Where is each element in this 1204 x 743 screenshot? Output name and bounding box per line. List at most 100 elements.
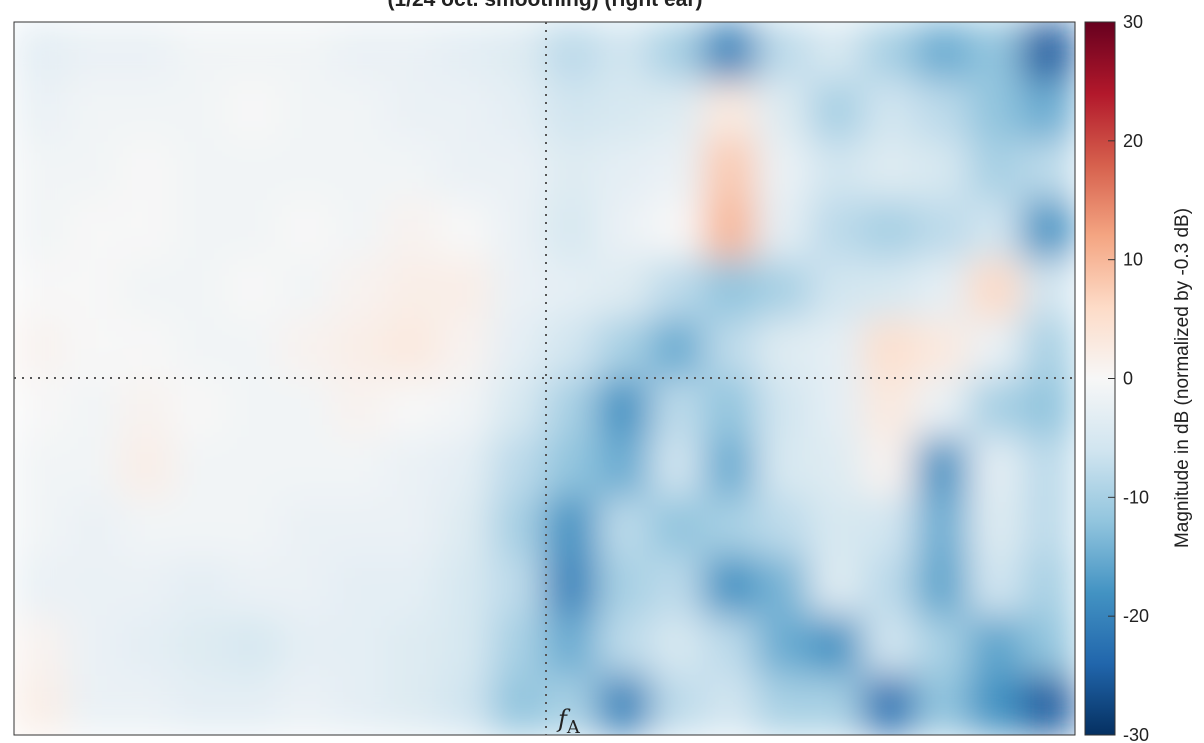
heatmap-cell — [915, 615, 970, 677]
heatmap-cell — [1021, 378, 1075, 439]
heatmap-cell — [119, 80, 174, 142]
heatmap-cell — [915, 22, 970, 82]
heatmap-cell — [968, 318, 1023, 379]
heatmap-cell — [862, 140, 917, 201]
heatmap-cell — [862, 615, 917, 677]
heatmap-cell — [384, 22, 439, 82]
heatmap-cell — [703, 615, 758, 677]
heatmap-cell — [14, 437, 68, 498]
heatmap-cell — [14, 496, 68, 558]
heatmap-cell — [331, 199, 386, 261]
heatmap-cell — [225, 437, 280, 498]
heatmap-cell — [650, 318, 705, 379]
heatmap-cell — [278, 80, 333, 142]
heatmap-cell — [915, 496, 970, 558]
heatmap-cell — [172, 259, 227, 320]
heatmap-cell — [1021, 318, 1075, 379]
heatmap-cell — [490, 496, 545, 558]
heatmap-cell — [225, 199, 280, 261]
heatmap-cell — [331, 318, 386, 379]
heatmap-cell — [437, 80, 492, 142]
heatmap-cell — [437, 437, 492, 498]
heatmap-cell — [862, 675, 917, 735]
heatmap-cell — [703, 259, 758, 320]
heatmap-cell — [1021, 140, 1075, 201]
heatmap-cell — [968, 496, 1023, 558]
heatmap-cell — [384, 199, 439, 261]
heatmap-cell — [490, 378, 545, 439]
heatmap-cell — [66, 140, 121, 201]
heatmap-cell — [544, 496, 599, 558]
heatmap-cell — [225, 318, 280, 379]
heatmap-cell — [650, 22, 705, 82]
heatmap-cell — [331, 496, 386, 558]
heatmap-cell — [756, 675, 811, 735]
heatmap — [14, 22, 1075, 735]
heatmap-cell — [66, 80, 121, 142]
heatmap-cell — [437, 318, 492, 379]
heatmap-cell — [650, 437, 705, 498]
heatmap-cell — [968, 378, 1023, 439]
heatmap-cell — [119, 437, 174, 498]
heatmap-cell — [172, 437, 227, 498]
heatmap-cell — [703, 378, 758, 439]
heatmap-cell — [225, 556, 280, 617]
heatmap-cell — [809, 140, 864, 201]
heatmap-cell — [437, 378, 492, 439]
heatmap-cell — [384, 259, 439, 320]
colorbar-tick-label: -30 — [1123, 725, 1149, 743]
heatmap-cell — [544, 199, 599, 261]
heatmap-cell — [437, 556, 492, 617]
heatmap-cell — [597, 496, 652, 558]
heatmap-cell — [331, 556, 386, 617]
heatmap-cell — [650, 556, 705, 617]
colorbar-tick-label: 30 — [1123, 12, 1143, 32]
heatmap-cell — [437, 22, 492, 82]
heatmap-cell — [172, 22, 227, 82]
heatmap-cell — [119, 318, 174, 379]
heatmap-cell — [66, 556, 121, 617]
heatmap-cell — [490, 615, 545, 677]
heatmap-cell — [756, 259, 811, 320]
heatmap-cell — [703, 80, 758, 142]
heatmap-cell — [119, 22, 174, 82]
heatmap-cell — [331, 80, 386, 142]
heatmap-cell — [968, 556, 1023, 617]
heatmap-cell — [278, 22, 333, 82]
heatmap-cell — [384, 80, 439, 142]
heatmap-cell — [968, 199, 1023, 261]
heatmap-cell — [14, 22, 68, 82]
heatmap-cell — [384, 675, 439, 735]
heatmap-cell — [544, 378, 599, 439]
heatmap-cell — [809, 80, 864, 142]
heatmap-cell — [862, 80, 917, 142]
heatmap-cell — [650, 675, 705, 735]
heatmap-cell — [384, 496, 439, 558]
heatmap-cell — [225, 80, 280, 142]
heatmap-cell — [172, 199, 227, 261]
heatmap-cell — [490, 675, 545, 735]
heatmap-cell — [1021, 556, 1075, 617]
colorbar-tick-label: 0 — [1123, 369, 1133, 389]
heatmap-cell — [14, 675, 68, 735]
heatmap-cell — [862, 259, 917, 320]
heatmap-cell — [225, 496, 280, 558]
heatmap-cell — [384, 437, 439, 498]
heatmap-cell — [66, 22, 121, 82]
heatmap-cell — [278, 140, 333, 201]
heatmap-cell — [119, 259, 174, 320]
heatmap-cell — [490, 22, 545, 82]
colorbar-tick-label: 10 — [1123, 250, 1143, 270]
heatmap-cell — [278, 199, 333, 261]
heatmap-cell — [119, 496, 174, 558]
heatmap-cell — [544, 556, 599, 617]
chart-title: (1/24 oct. smoothing) (right ear) — [387, 0, 702, 11]
heatmap-cell — [172, 556, 227, 617]
heatmap-cell — [490, 556, 545, 617]
heatmap-cell — [809, 378, 864, 439]
heatmap-cell — [172, 318, 227, 379]
heatmap-cell — [1021, 259, 1075, 320]
heatmap-cell — [756, 615, 811, 677]
heatmap-cell — [915, 437, 970, 498]
heatmap-cell — [331, 378, 386, 439]
